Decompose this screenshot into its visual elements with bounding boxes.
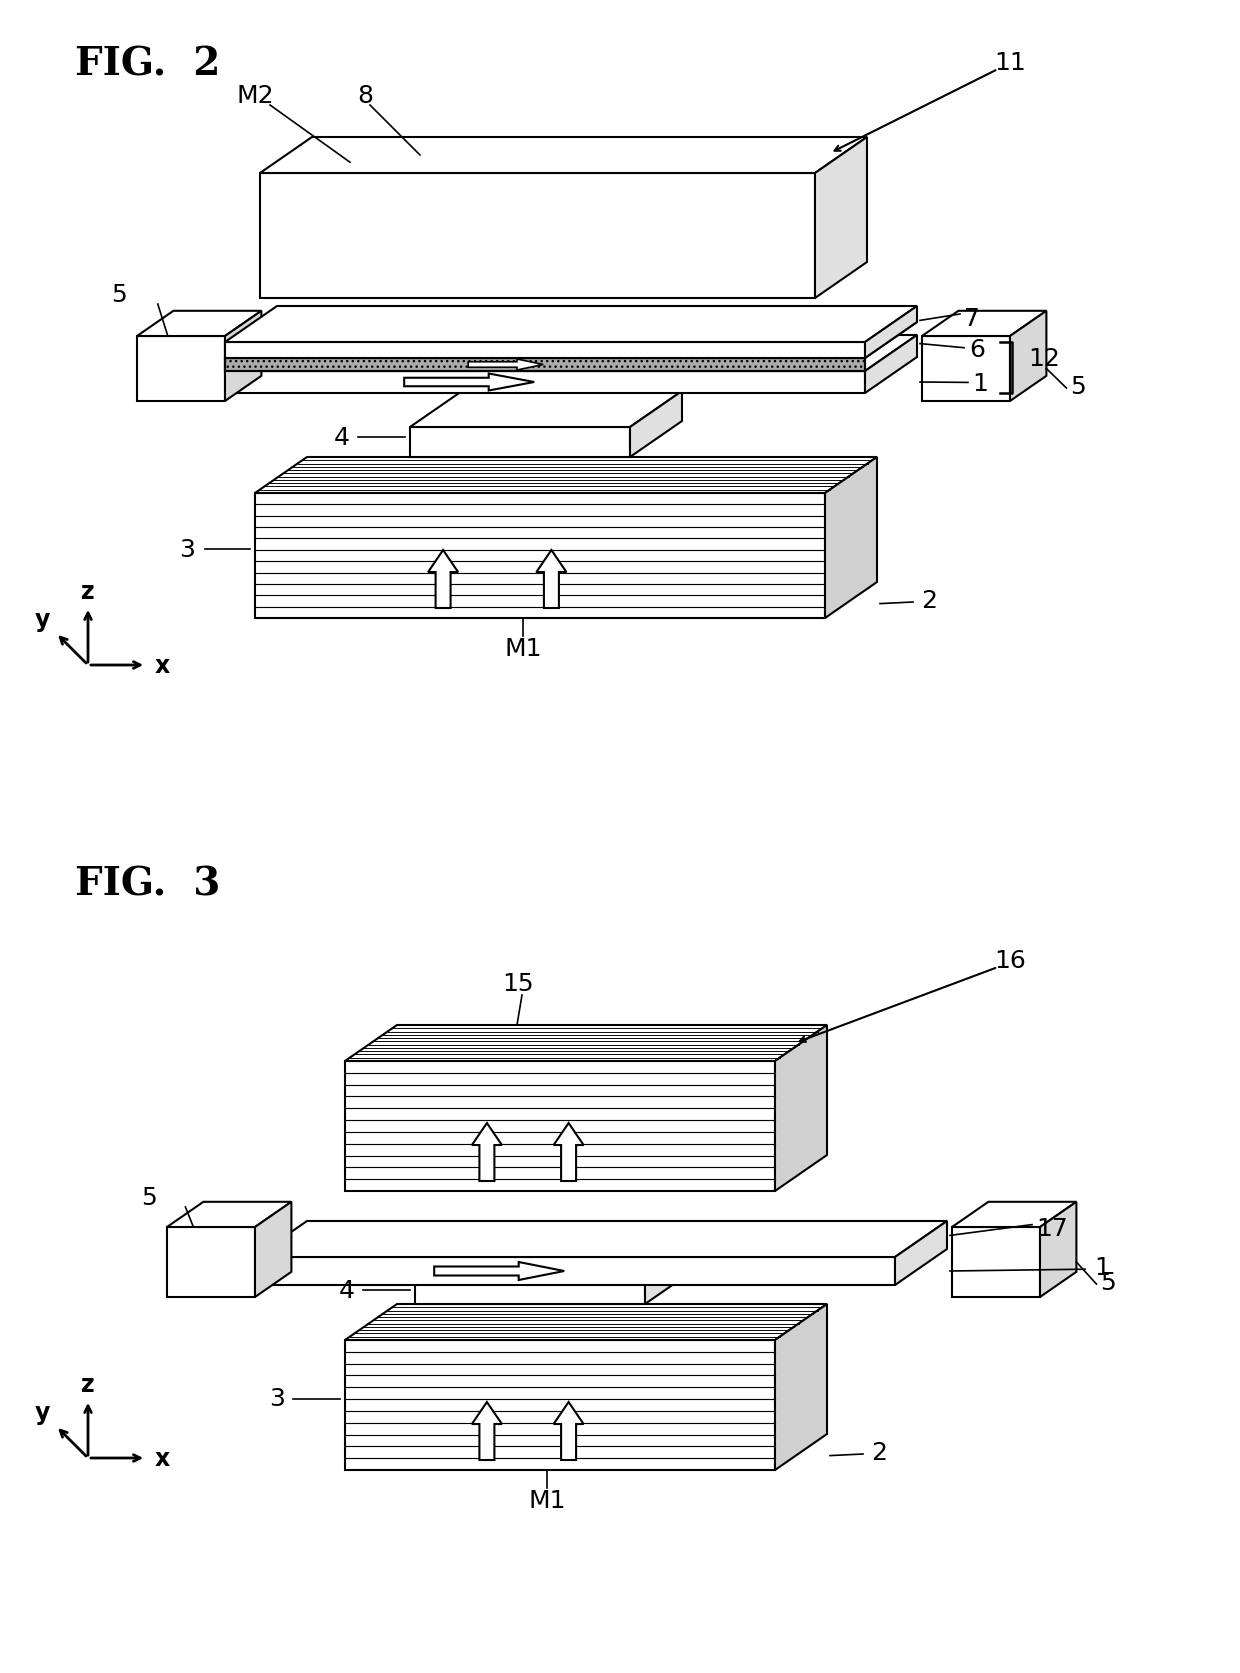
Polygon shape xyxy=(167,1228,255,1297)
Polygon shape xyxy=(255,1203,291,1297)
Polygon shape xyxy=(224,323,918,358)
Text: M1: M1 xyxy=(528,1487,565,1512)
Polygon shape xyxy=(469,360,543,371)
Polygon shape xyxy=(645,1240,697,1305)
Polygon shape xyxy=(923,336,1011,402)
Polygon shape xyxy=(825,458,877,619)
Polygon shape xyxy=(255,1256,895,1285)
Polygon shape xyxy=(410,391,682,428)
Polygon shape xyxy=(224,306,918,343)
Text: 6: 6 xyxy=(968,338,985,361)
Polygon shape xyxy=(136,336,224,402)
Text: FIG.  3: FIG. 3 xyxy=(74,865,221,902)
Polygon shape xyxy=(775,1026,827,1191)
Polygon shape xyxy=(952,1203,1076,1228)
Text: x: x xyxy=(154,1445,170,1471)
Text: 7: 7 xyxy=(963,306,980,331)
Polygon shape xyxy=(815,137,867,299)
Text: 4: 4 xyxy=(334,425,350,450)
Polygon shape xyxy=(866,336,918,393)
Text: 5: 5 xyxy=(1070,375,1086,398)
Polygon shape xyxy=(472,1123,502,1181)
Text: 8: 8 xyxy=(357,84,373,109)
Text: 2: 2 xyxy=(870,1440,887,1464)
Polygon shape xyxy=(224,371,866,393)
Polygon shape xyxy=(415,1276,645,1305)
Polygon shape xyxy=(167,1203,291,1228)
Polygon shape xyxy=(775,1305,827,1471)
Text: 3: 3 xyxy=(179,539,195,562)
Polygon shape xyxy=(410,428,630,458)
Text: y: y xyxy=(35,607,50,632)
Text: y: y xyxy=(35,1400,50,1424)
Text: 15: 15 xyxy=(502,972,534,995)
Polygon shape xyxy=(895,1221,947,1285)
Polygon shape xyxy=(345,1305,827,1340)
Polygon shape xyxy=(1011,311,1047,402)
Polygon shape xyxy=(952,1228,1040,1297)
Polygon shape xyxy=(415,1240,697,1276)
Polygon shape xyxy=(260,174,815,299)
Text: x: x xyxy=(154,654,170,678)
Polygon shape xyxy=(866,306,918,358)
Polygon shape xyxy=(434,1261,564,1280)
Text: z: z xyxy=(81,1372,94,1397)
Polygon shape xyxy=(345,1061,775,1191)
Text: 2: 2 xyxy=(921,589,937,612)
Text: 17: 17 xyxy=(1037,1216,1068,1240)
Polygon shape xyxy=(630,391,682,458)
Polygon shape xyxy=(428,550,458,609)
Polygon shape xyxy=(224,358,866,371)
Text: z: z xyxy=(81,579,94,604)
Polygon shape xyxy=(224,311,262,402)
Polygon shape xyxy=(553,1402,584,1461)
Text: M1: M1 xyxy=(505,637,542,661)
Polygon shape xyxy=(345,1026,827,1061)
Polygon shape xyxy=(1040,1203,1076,1297)
Polygon shape xyxy=(404,375,534,391)
Polygon shape xyxy=(472,1402,502,1461)
Text: M2: M2 xyxy=(236,84,274,109)
Text: 1: 1 xyxy=(1094,1256,1110,1280)
Text: 3: 3 xyxy=(269,1387,285,1410)
Text: 11: 11 xyxy=(994,50,1025,75)
Text: 16: 16 xyxy=(994,949,1025,972)
Polygon shape xyxy=(255,1221,947,1256)
Text: 5: 5 xyxy=(1101,1270,1116,1295)
Text: 12: 12 xyxy=(1028,346,1060,370)
Polygon shape xyxy=(255,494,825,619)
Text: 5: 5 xyxy=(112,283,126,306)
Polygon shape xyxy=(136,311,262,336)
Polygon shape xyxy=(553,1123,584,1181)
Polygon shape xyxy=(224,343,866,358)
Polygon shape xyxy=(537,550,567,609)
Text: 1: 1 xyxy=(972,371,988,397)
Polygon shape xyxy=(260,137,867,174)
Polygon shape xyxy=(345,1340,775,1471)
Text: 4: 4 xyxy=(339,1278,355,1302)
Text: FIG.  2: FIG. 2 xyxy=(74,45,221,84)
Polygon shape xyxy=(923,311,1047,336)
Polygon shape xyxy=(255,458,877,494)
Text: 5: 5 xyxy=(141,1184,157,1210)
Polygon shape xyxy=(224,336,918,371)
